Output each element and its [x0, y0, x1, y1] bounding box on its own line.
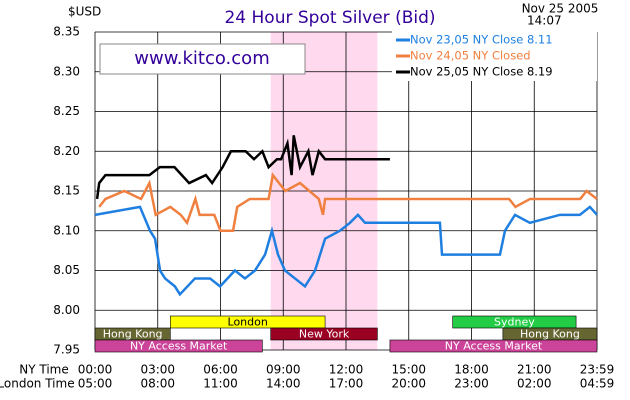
london-tick-label: 20:00 [391, 377, 426, 391]
session-label: NY Access Market [445, 340, 543, 353]
series-line [98, 172, 598, 232]
y-tick-label: 8.25 [53, 104, 80, 118]
x-tick-label: 03:00 [140, 363, 175, 377]
session-label: NY Access Market [130, 340, 228, 353]
session-label: Sydney [494, 316, 535, 329]
y-tick-label: 8.10 [53, 223, 80, 237]
session-label: Hong Kong [520, 328, 580, 341]
london-tick-label: 17:00 [329, 377, 364, 391]
session-bar [270, 327, 378, 341]
chart-title: 24 Hour Spot Silver (Bid) [224, 8, 435, 28]
session-label: Hong Kong [103, 328, 163, 341]
legend-box [392, 31, 597, 81]
y-tick-label: 8.20 [53, 144, 80, 158]
x-row-label: NY Time [19, 363, 69, 377]
date: Nov 25 2005 [522, 2, 599, 16]
legend-label: Nov 24,05 NY Closed [410, 49, 531, 63]
x-tick-label: 21:00 [517, 363, 552, 377]
london-tick-label: 04:59 [580, 377, 615, 391]
watermark-box [99, 43, 306, 75]
session-bar [94, 339, 263, 353]
y-tick-label: 7.95 [53, 343, 80, 357]
x-tick-label: 12:00 [329, 363, 364, 377]
series-line [94, 205, 598, 297]
x-tick-label: 09:00 [266, 363, 301, 377]
time: 14:07 [527, 14, 562, 28]
session-bar [389, 339, 598, 353]
london-tick-label: 11:00 [203, 377, 238, 391]
london-tick-label: 02:00 [517, 377, 552, 391]
session-bar [170, 315, 326, 329]
london-tick-label: 05:00 [78, 377, 113, 391]
y-tick-label: 8.00 [53, 303, 80, 317]
watermark: www.kitco.com [134, 48, 269, 69]
y-tick-label: 8.15 [53, 184, 80, 198]
london-tick-label: 08:00 [140, 377, 175, 391]
session-label: London [228, 316, 268, 329]
x-tick-label: 23:59 [580, 363, 615, 377]
x-tick-label: 15:00 [391, 363, 426, 377]
y-tick-label: 8.05 [53, 263, 80, 277]
x-tick-label: 00:00 [78, 363, 113, 377]
x-tick-label: 06:00 [203, 363, 238, 377]
legend-label: Nov 23,05 NY Close 8.11 [410, 33, 553, 47]
session-label: New York [299, 328, 350, 341]
y-unit: $USD [68, 5, 101, 19]
y-tick-label: 8.35 [53, 25, 80, 39]
legend-label: Nov 25,05 NY Close 8.19 [410, 65, 553, 79]
series-line [95, 135, 390, 200]
london-tick-label: 14:00 [266, 377, 301, 391]
x-row-label: London Time [0, 377, 75, 391]
london-tick-label: 23:00 [454, 377, 489, 391]
x-tick-label: 18:00 [454, 363, 489, 377]
y-tick-label: 8.30 [53, 64, 80, 78]
